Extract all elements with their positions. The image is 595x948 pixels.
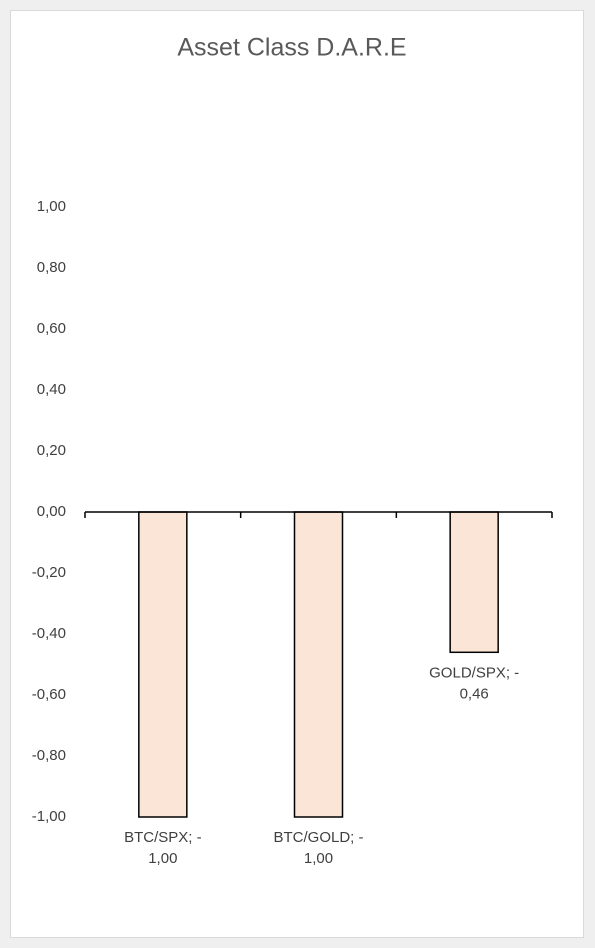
data-label: BTC/GOLD; -1,00 bbox=[273, 829, 363, 867]
y-tick-label: 0,00 bbox=[37, 503, 66, 520]
y-tick-label: -0,80 bbox=[32, 747, 66, 764]
y-tick-label: 1,00 bbox=[37, 198, 66, 215]
y-tick-label: -0,20 bbox=[32, 564, 66, 581]
y-tick-label: -1,00 bbox=[32, 808, 66, 825]
bar bbox=[449, 511, 499, 654]
bar bbox=[293, 511, 344, 818]
y-tick-label: -0,40 bbox=[32, 625, 66, 642]
y-tick-label: 0,60 bbox=[37, 320, 66, 337]
data-label: BTC/SPX; -1,00 bbox=[124, 829, 202, 867]
y-tick-label: 0,40 bbox=[37, 381, 66, 398]
y-tick-label: 0,20 bbox=[37, 442, 66, 459]
chart-title: Asset Class D.A.R.E bbox=[177, 34, 406, 62]
y-tick-label: 0,80 bbox=[37, 259, 66, 276]
bar bbox=[138, 511, 188, 818]
y-tick-label: -0,60 bbox=[32, 686, 66, 703]
data-label: GOLD/SPX; -0,46 bbox=[429, 664, 519, 702]
